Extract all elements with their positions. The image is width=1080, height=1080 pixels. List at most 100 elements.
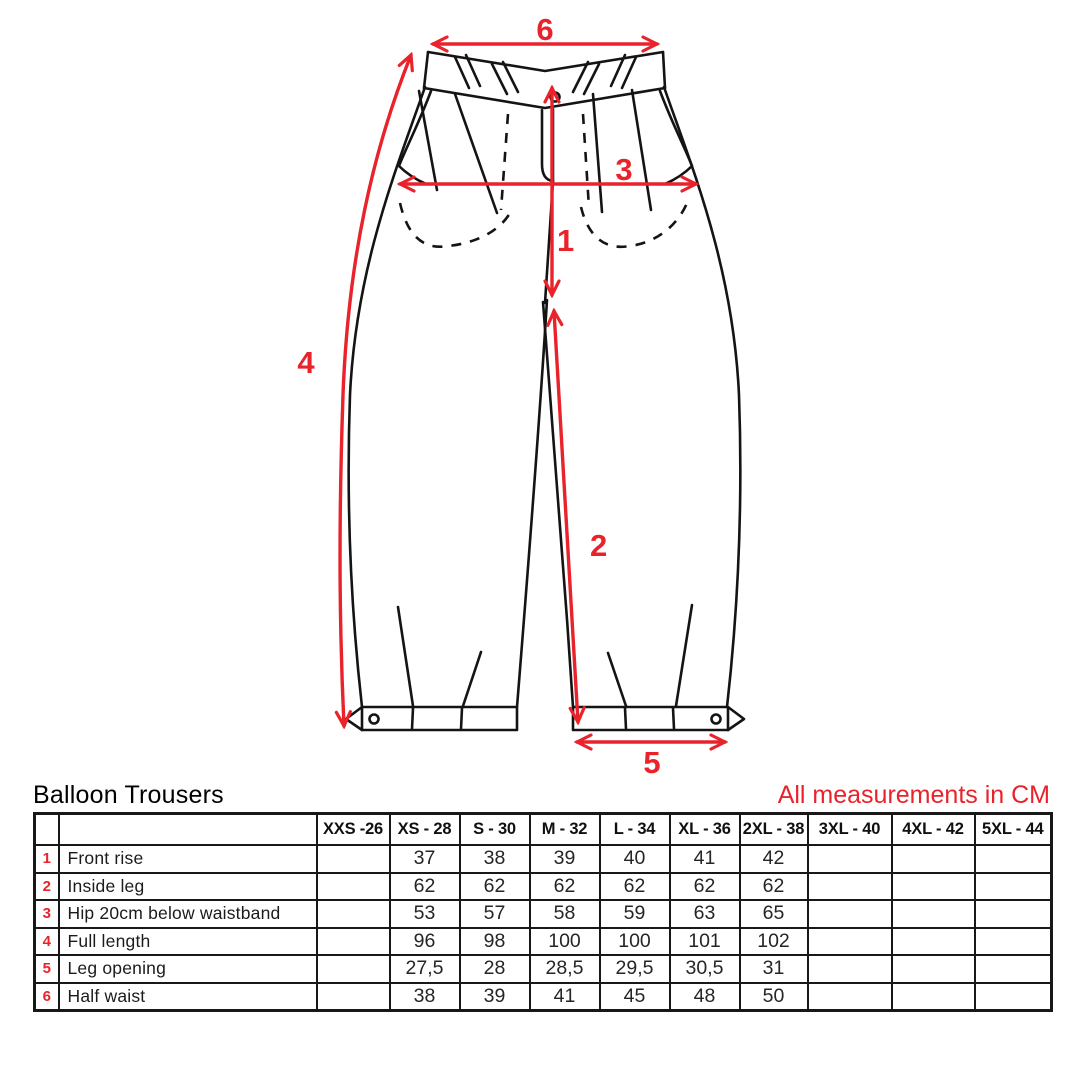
cell: 62 <box>458 871 531 901</box>
size-table: XXS -26 XS - 28 S - 30 M - 32 L - 34 XL … <box>33 812 1053 1012</box>
table-row: 1 Front rise 37 38 39 40 41 42 <box>33 844 1053 874</box>
row-label: Hip 20cm below waistband <box>57 899 318 929</box>
cell: 53 <box>388 899 461 929</box>
cell <box>973 844 1053 874</box>
cell: 48 <box>668 981 741 1012</box>
cell <box>890 954 976 984</box>
row-label: Half waist <box>57 981 318 1012</box>
pocket-openings <box>397 89 694 186</box>
cell <box>973 954 1053 984</box>
cell: 28,5 <box>528 954 601 984</box>
arrow-2-inside-leg <box>554 311 578 722</box>
table-row: 6 Half waist 38 39 41 45 48 50 <box>33 981 1053 1012</box>
cell: 58 <box>528 899 601 929</box>
cell <box>315 926 391 956</box>
size-header: 2XL - 38 <box>738 812 809 846</box>
size-header: 3XL - 40 <box>806 812 893 846</box>
cell: 31 <box>738 954 809 984</box>
cell: 62 <box>388 871 461 901</box>
caption-row: Balloon Trousers All measurements in CM <box>33 781 1050 810</box>
row-label: Full length <box>57 926 318 956</box>
cell <box>973 871 1053 901</box>
cell: 41 <box>528 981 601 1012</box>
cell: 65 <box>738 899 809 929</box>
cell: 98 <box>458 926 531 956</box>
cell <box>890 926 976 956</box>
row-number: 4 <box>33 926 60 956</box>
arrow-label-1: 1 <box>557 223 574 258</box>
table-row: 4 Full length 96 98 100 100 101 102 <box>33 926 1053 956</box>
outer-seams <box>347 85 742 709</box>
cell <box>315 899 391 929</box>
arrow-label-2: 2 <box>590 528 607 563</box>
pocket-bags <box>398 202 689 249</box>
arrow-4-full-length <box>340 55 411 726</box>
cell: 101 <box>668 926 741 956</box>
cell: 100 <box>528 926 601 956</box>
cell <box>806 844 893 874</box>
waistband <box>422 50 667 110</box>
trousers-outline <box>344 50 746 732</box>
size-header: XXS -26 <box>315 812 391 846</box>
cell <box>315 871 391 901</box>
table-row: 5 Leg opening 27,5 28 28,5 29,5 30,5 31 <box>33 954 1053 984</box>
size-header: L - 34 <box>598 812 671 846</box>
measurements-unit-note: All measurements in CM <box>777 781 1050 809</box>
cell: 37 <box>388 844 461 874</box>
size-header: S - 30 <box>458 812 531 846</box>
arrow-label-3: 3 <box>615 152 632 187</box>
cell: 62 <box>668 871 741 901</box>
row-label: Front rise <box>57 844 318 874</box>
cell <box>973 926 1053 956</box>
belt-loops <box>453 53 638 96</box>
cell: 102 <box>738 926 809 956</box>
measurement-name-header <box>57 812 318 846</box>
size-header: XS - 28 <box>388 812 461 846</box>
page-title: Balloon Trousers <box>33 781 224 809</box>
corner-cell <box>33 812 60 846</box>
cell <box>973 899 1053 929</box>
left-cuff <box>344 605 519 732</box>
cell: 28 <box>458 954 531 984</box>
table-row: 2 Inside leg 62 62 62 62 62 62 <box>33 871 1053 901</box>
cell <box>890 844 976 874</box>
cell <box>806 871 893 901</box>
cell: 39 <box>458 981 531 1012</box>
row-label: Inside leg <box>57 871 318 901</box>
row-number: 2 <box>33 871 60 901</box>
cell <box>890 899 976 929</box>
cell <box>806 954 893 984</box>
cell: 42 <box>738 844 809 874</box>
cell: 100 <box>598 926 671 956</box>
trousers-technical-drawing: 6 4 3 1 2 5 <box>297 12 746 780</box>
row-number: 5 <box>33 954 60 984</box>
cell: 38 <box>388 981 461 1012</box>
cell: 40 <box>598 844 671 874</box>
cell: 59 <box>598 899 671 929</box>
cell: 45 <box>598 981 671 1012</box>
size-header-row: XXS -26 XS - 28 S - 30 M - 32 L - 34 XL … <box>33 812 1053 846</box>
cell <box>315 954 391 984</box>
left-cuff-button <box>368 713 380 725</box>
measurement-arrows: 6 4 3 1 2 5 <box>297 12 725 780</box>
cell <box>806 981 893 1012</box>
row-number: 3 <box>33 899 60 929</box>
table-row: 3 Hip 20cm below waistband 53 57 58 59 6… <box>33 899 1053 929</box>
cell: 39 <box>528 844 601 874</box>
arrow-label-4: 4 <box>297 345 315 380</box>
cell <box>806 899 893 929</box>
row-label: Leg opening <box>57 954 318 984</box>
arrow-label-6: 6 <box>536 12 553 47</box>
cell: 50 <box>738 981 809 1012</box>
cell: 29,5 <box>598 954 671 984</box>
cell: 27,5 <box>388 954 461 984</box>
cell: 63 <box>668 899 741 929</box>
right-cuff-button <box>710 713 722 725</box>
cell: 96 <box>388 926 461 956</box>
crease-lines <box>499 113 591 211</box>
row-number: 6 <box>33 981 60 1012</box>
cell: 57 <box>458 899 531 929</box>
size-header: M - 32 <box>528 812 601 846</box>
cell: 38 <box>458 844 531 874</box>
